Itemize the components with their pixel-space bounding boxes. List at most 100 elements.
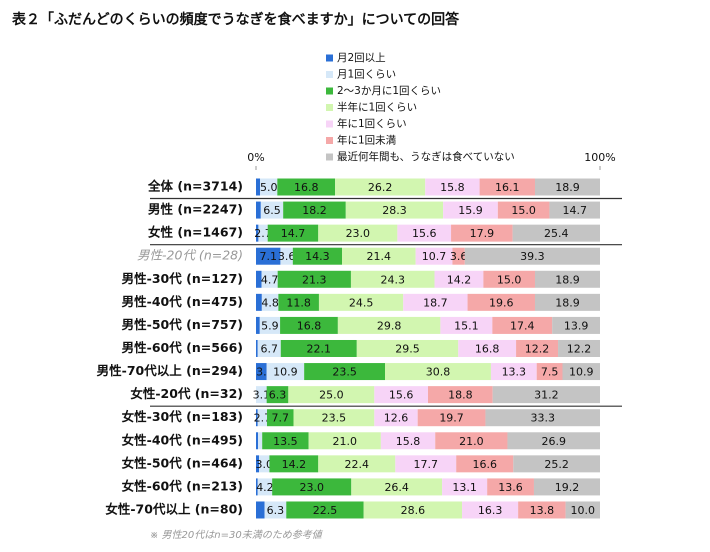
value-label: 21.0 — [333, 435, 358, 448]
value-label: 6.3 — [269, 389, 287, 402]
legend-swatch — [326, 120, 333, 128]
value-label: 28.6 — [401, 504, 426, 517]
bar-segment — [428, 386, 493, 404]
value-label: 13.8 — [530, 504, 555, 517]
value-label: 14.7 — [281, 227, 306, 240]
bar-segment — [487, 478, 534, 496]
value-label: 15.9 — [458, 204, 483, 217]
value-label: 29.8 — [377, 319, 402, 332]
value-label: 25.0 — [319, 389, 344, 402]
bar-segment — [558, 339, 600, 357]
bar-segment — [256, 432, 259, 450]
bar-segment — [512, 224, 600, 242]
category-label: 女性 (n=1467) — [148, 225, 243, 240]
legend-label: 月1回くらい — [337, 69, 396, 81]
bar-segment — [497, 201, 550, 219]
bar-segment — [288, 386, 375, 404]
bar-segment — [350, 270, 435, 288]
bar-segment — [256, 455, 260, 473]
bar-segment — [256, 478, 258, 496]
value-label: 18.8 — [448, 389, 473, 402]
value-label: 6.5 — [263, 204, 281, 217]
value-label: 26.9 — [541, 435, 566, 448]
value-label: 7.7 — [272, 412, 290, 425]
value-label: 18.2 — [302, 204, 327, 217]
bar-segment — [308, 432, 381, 450]
x-tick-label: 100% — [584, 151, 615, 164]
value-label: 12.2 — [567, 342, 592, 355]
bar-segment — [318, 455, 396, 473]
value-label: 11.8 — [286, 296, 311, 309]
bar-segment — [518, 501, 566, 519]
legend-swatch — [326, 137, 333, 144]
legend-label: 2〜3か月に1回くらい — [337, 85, 441, 97]
legend-label: 年に1回未満 — [337, 134, 397, 147]
bar-segment — [442, 478, 488, 496]
value-label: 30.8 — [426, 366, 451, 379]
bar-segment — [256, 293, 262, 311]
bar-segment — [256, 247, 281, 265]
category-label: 女性-70代以上 (n=80) — [105, 501, 243, 516]
bar-segment — [260, 178, 278, 196]
value-label: 23.5 — [322, 412, 347, 425]
value-label: 24.5 — [349, 296, 374, 309]
value-label: 16.8 — [297, 319, 322, 332]
bar-segment — [440, 316, 493, 334]
value-label: 5.0 — [260, 181, 278, 194]
bar-segment — [256, 178, 261, 196]
bar-segment — [443, 201, 498, 219]
value-label: 26.4 — [384, 481, 409, 494]
bar-segment — [385, 363, 491, 381]
bar-segment — [345, 201, 444, 219]
value-label: 22.1 — [307, 342, 332, 355]
category-label: 女性-40代 (n=495) — [122, 432, 243, 447]
value-label: 2.7 — [254, 227, 272, 240]
bar-segment — [259, 316, 281, 334]
legend-swatch — [326, 153, 333, 161]
value-label: 15.0 — [497, 273, 522, 286]
bar-segment — [304, 363, 385, 381]
category-label: 女性-60代 (n=213) — [122, 478, 243, 493]
bar-segment — [403, 293, 468, 311]
bar-segment — [492, 316, 553, 334]
value-label: 6.7 — [260, 342, 278, 355]
value-label: 17.4 — [510, 319, 535, 332]
value-label: 23.0 — [346, 227, 371, 240]
category-label: 男性-50代 (n=757) — [122, 317, 243, 332]
value-label: 3.1 — [253, 389, 271, 402]
bar-segment — [266, 386, 289, 404]
bar-segment — [267, 409, 294, 427]
legend-label: 半年に1回くらい — [337, 101, 417, 114]
category-label: 女性-20代 (n=32) — [130, 386, 243, 401]
legend-swatch — [326, 54, 333, 62]
value-label: 3.6 — [278, 250, 296, 263]
bar-segment — [318, 224, 398, 242]
value-label: 3. — [256, 366, 267, 379]
bar-segment — [363, 501, 463, 519]
bar-segment — [335, 178, 426, 196]
value-label: 15.0 — [511, 204, 536, 217]
value-label: 7.1 — [259, 250, 277, 263]
category-label: 男性-40代 (n=475) — [122, 294, 243, 309]
value-label: 18.9 — [555, 273, 580, 286]
bar-segment — [483, 270, 535, 288]
bar-segment — [256, 201, 261, 219]
bar-segment — [280, 247, 293, 265]
bar-segment — [485, 409, 600, 427]
value-label: 17.9 — [470, 227, 495, 240]
bar-segment — [462, 501, 519, 519]
bar-segment — [456, 455, 514, 473]
legend-swatch — [326, 87, 333, 95]
value-label: 13.5 — [273, 435, 298, 448]
value-label: 29.5 — [395, 342, 420, 355]
category-label: 男性 (n=2247) — [148, 202, 243, 217]
bar-segment — [280, 316, 338, 334]
bar-segment — [277, 270, 351, 288]
value-label: 14.2 — [447, 273, 472, 286]
value-label: 16.8 — [475, 342, 500, 355]
value-label: 26.2 — [368, 181, 393, 194]
value-label: 39.3 — [520, 250, 545, 263]
bar-segment — [261, 270, 278, 288]
bar-segment — [374, 409, 418, 427]
